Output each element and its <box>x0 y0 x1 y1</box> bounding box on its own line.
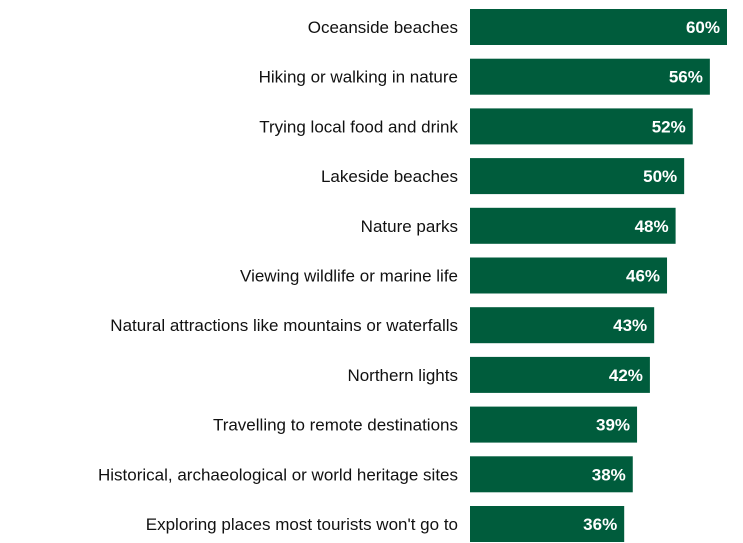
category-label: Nature parks <box>361 217 458 236</box>
category-label: Hiking or walking in nature <box>259 68 458 87</box>
value-label: 39% <box>596 416 630 435</box>
category-label: Natural attractions like mountains or wa… <box>110 316 458 335</box>
value-label: 43% <box>613 316 647 335</box>
value-label: 48% <box>635 217 669 236</box>
bar <box>470 158 685 195</box>
category-label: Historical, archaeological or world heri… <box>98 465 458 484</box>
bar <box>470 9 727 45</box>
bar <box>470 406 638 443</box>
bar <box>470 456 633 493</box>
category-label: Northern lights <box>347 366 458 385</box>
bar <box>470 108 693 145</box>
category-label: Viewing wildlife or marine life <box>240 267 458 286</box>
category-label: Lakeside beaches <box>321 167 458 186</box>
category-label: Oceanside beaches <box>308 18 458 37</box>
bar <box>470 506 625 542</box>
value-label: 36% <box>583 515 617 534</box>
category-label: Exploring places most tourists won't go … <box>146 515 458 534</box>
bar <box>470 207 676 244</box>
value-label: 56% <box>669 68 703 87</box>
bar <box>470 257 668 294</box>
bar <box>470 356 650 393</box>
value-label: 42% <box>609 366 643 385</box>
value-label: 38% <box>592 465 626 484</box>
value-label: 52% <box>652 117 686 136</box>
value-label: 46% <box>626 267 660 286</box>
value-label: 50% <box>643 167 677 186</box>
category-label: Trying local food and drink <box>259 117 458 136</box>
category-label: Travelling to remote destinations <box>213 416 458 435</box>
bars-group: Oceanside beaches 60% Hiking or walking in… <box>98 9 727 542</box>
bar <box>470 307 655 344</box>
bar <box>470 58 710 95</box>
value-label: 60% <box>686 18 720 37</box>
